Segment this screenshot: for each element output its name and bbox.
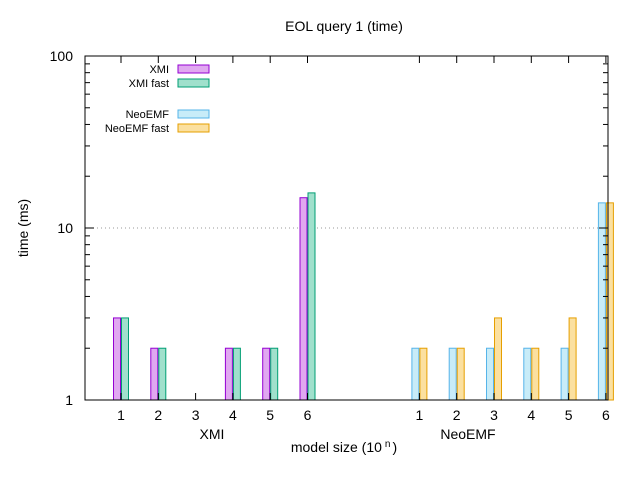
bar bbox=[158, 347, 167, 401]
bar bbox=[299, 197, 308, 401]
y-tick-label: 10 bbox=[57, 220, 73, 236]
x-axis-label-suffix: ) bbox=[392, 439, 397, 455]
x-axis: 1 2 3 4 5 6 1 2 3 4 5 6 bbox=[117, 56, 610, 423]
legend-label: NeoEMF bbox=[126, 109, 170, 121]
bar bbox=[121, 317, 129, 401]
legend-swatch bbox=[177, 78, 210, 88]
group-label-xmi: XMI bbox=[200, 426, 225, 442]
bar bbox=[568, 317, 577, 401]
x-tick-label: 4 bbox=[229, 407, 237, 423]
x-tick-label: 2 bbox=[154, 407, 162, 423]
x-tick-label: 1 bbox=[416, 407, 424, 423]
group-label-neoemf: NeoEMF bbox=[440, 426, 495, 442]
x-tick-label: 2 bbox=[453, 407, 461, 423]
bar bbox=[419, 347, 428, 401]
legend-label: NeoEMF fast bbox=[105, 123, 169, 135]
bar bbox=[448, 347, 457, 401]
legend-label: XMI bbox=[149, 64, 169, 76]
bar bbox=[531, 347, 540, 401]
legend-swatch bbox=[177, 109, 210, 119]
legend: XMI XMI fast NeoEMF NeoEMF fast bbox=[105, 64, 210, 135]
bar bbox=[113, 317, 121, 401]
x-tick-label: 3 bbox=[192, 407, 200, 423]
x-axis-label: model size (10 n) bbox=[291, 439, 397, 455]
x-tick-label: 6 bbox=[304, 407, 312, 423]
bar bbox=[232, 347, 241, 401]
x-tick-label: 1 bbox=[117, 407, 125, 423]
x-tick-label: 5 bbox=[266, 407, 274, 423]
bar bbox=[523, 347, 532, 401]
chart-title: EOL query 1 (time) bbox=[285, 18, 403, 34]
y-axis-label: time (ms) bbox=[15, 199, 31, 257]
y-tick-label: 100 bbox=[50, 48, 74, 64]
bar bbox=[486, 347, 494, 401]
bar bbox=[597, 202, 606, 401]
bar bbox=[605, 202, 614, 401]
legend-swatch bbox=[177, 123, 210, 133]
y-axis: 1 10 100 bbox=[50, 48, 608, 408]
x-tick-label: 3 bbox=[490, 407, 498, 423]
bar bbox=[456, 347, 465, 401]
x-tick-label: 6 bbox=[602, 407, 610, 423]
x-tick-label: 5 bbox=[565, 407, 573, 423]
legend-swatch bbox=[177, 64, 210, 74]
legend-label: XMI fast bbox=[129, 78, 169, 90]
bar bbox=[224, 347, 233, 401]
bar bbox=[307, 192, 316, 401]
bar-layer bbox=[113, 192, 614, 401]
x-axis-label-main: model size (10 bbox=[291, 439, 382, 455]
bar bbox=[494, 317, 502, 401]
bar bbox=[411, 347, 420, 401]
bar bbox=[560, 347, 569, 401]
bar bbox=[150, 347, 159, 401]
bar bbox=[262, 347, 271, 401]
plot-area: 1 10 100 1 2 3 4 5 6 1 2 3 4 5 6 bbox=[50, 48, 614, 423]
x-axis-label-exponent: n bbox=[385, 439, 391, 450]
x-tick-label: 4 bbox=[527, 407, 535, 423]
y-tick-label: 1 bbox=[65, 392, 73, 408]
bar bbox=[270, 347, 279, 401]
